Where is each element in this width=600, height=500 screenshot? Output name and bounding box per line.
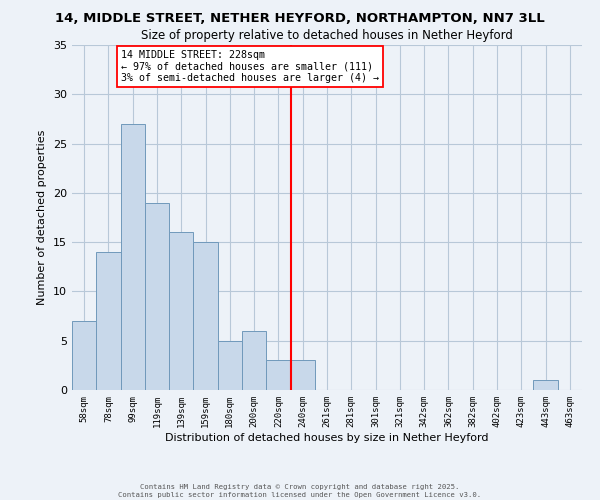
Bar xyxy=(169,232,193,390)
Bar xyxy=(72,321,96,390)
Bar xyxy=(533,380,558,390)
Bar xyxy=(121,124,145,390)
Text: 14, MIDDLE STREET, NETHER HEYFORD, NORTHAMPTON, NN7 3LL: 14, MIDDLE STREET, NETHER HEYFORD, NORTH… xyxy=(55,12,545,26)
Bar xyxy=(218,340,242,390)
Title: Size of property relative to detached houses in Nether Heyford: Size of property relative to detached ho… xyxy=(141,30,513,43)
Bar xyxy=(290,360,315,390)
Bar xyxy=(145,202,169,390)
Bar xyxy=(96,252,121,390)
Text: Contains HM Land Registry data © Crown copyright and database right 2025.
Contai: Contains HM Land Registry data © Crown c… xyxy=(118,484,482,498)
Bar xyxy=(266,360,290,390)
X-axis label: Distribution of detached houses by size in Nether Heyford: Distribution of detached houses by size … xyxy=(165,432,489,442)
Bar xyxy=(242,331,266,390)
Bar xyxy=(193,242,218,390)
Text: 14 MIDDLE STREET: 228sqm
← 97% of detached houses are smaller (111)
3% of semi-d: 14 MIDDLE STREET: 228sqm ← 97% of detach… xyxy=(121,50,379,83)
Y-axis label: Number of detached properties: Number of detached properties xyxy=(37,130,47,305)
